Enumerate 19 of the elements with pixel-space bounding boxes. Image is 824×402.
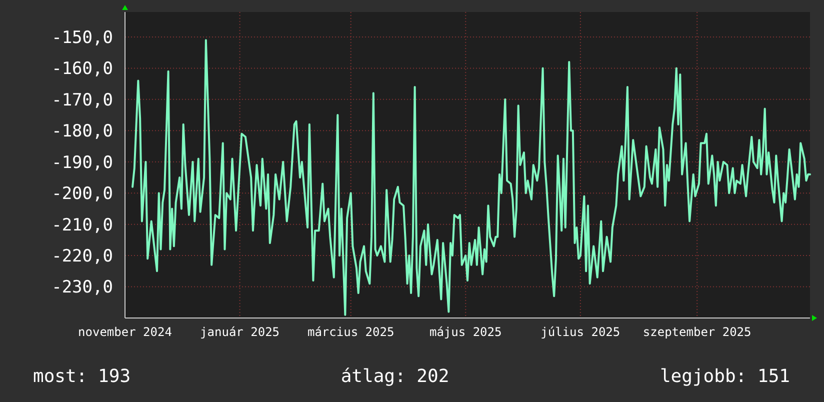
y-tick-label: -230,0: [52, 278, 113, 298]
x-tick-label: július 2025: [540, 325, 620, 339]
x-tick-label: május 2025: [429, 325, 502, 339]
text: most: 193: [33, 366, 131, 387]
x-tick-label: november 2024: [78, 325, 172, 339]
y-tick-label: -210,0: [52, 215, 113, 236]
y-tick-label: -220,0: [52, 246, 113, 266]
y-tick-label: -180,0: [52, 122, 113, 142]
x-tick-label: szeptember 2025: [642, 325, 752, 339]
line-series: [132, 39, 811, 316]
text: legjobb: 151: [660, 366, 790, 387]
x-tick-label: január 2025: [200, 325, 280, 339]
text: átlag: 202: [340, 366, 450, 387]
y-tick-label: -160,0: [52, 59, 113, 80]
y-tick-label: -150,0: [52, 28, 113, 48]
y-tick-label: -170,0: [52, 90, 113, 110]
x-tick-label: március 2025: [307, 325, 394, 339]
y-tick-label: -200,0: [52, 184, 113, 204]
y-tick-label: -190,0: [52, 152, 113, 173]
